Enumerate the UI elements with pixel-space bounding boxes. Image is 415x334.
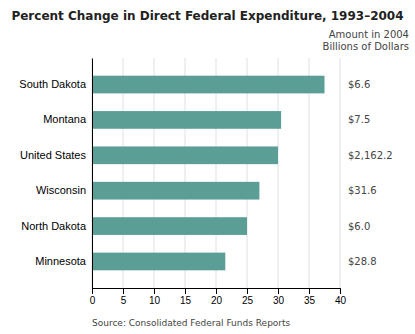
bar: [92, 182, 259, 200]
bar: [92, 76, 325, 94]
x-tick-label: 25: [242, 295, 254, 306]
amount-label: $6.0: [348, 221, 370, 232]
x-tick-label: 40: [335, 295, 347, 306]
x-tick-mark: [154, 288, 155, 294]
x-tick-label: 5: [121, 295, 127, 306]
x-tick: 35: [304, 288, 316, 306]
x-tick: 20: [211, 288, 223, 306]
y-tick: Montana: [43, 113, 92, 125]
x-tick-mark: [92, 288, 93, 294]
x-tick: 30: [273, 288, 285, 306]
amount-label: $7.5: [348, 114, 370, 125]
x-tick-mark: [309, 288, 310, 294]
grid: [92, 58, 340, 288]
amount-label: $6.6: [348, 79, 370, 90]
amount-header: Billions of Dollars: [323, 41, 409, 52]
chart: Percent Change in Direct Federal Expendi…: [0, 0, 415, 334]
y-tick-label: Wisconsin: [36, 184, 86, 196]
y-tick-label: Montana: [43, 113, 87, 125]
y-tick: South Dakota: [19, 78, 92, 90]
x-tick: 15: [180, 288, 192, 306]
x-tick-label: 10: [149, 295, 161, 306]
y-tick-label: South Dakota: [19, 78, 87, 90]
grid-line: [340, 58, 341, 288]
x-tick-mark: [185, 288, 186, 294]
bar: [92, 146, 278, 164]
x-tick-label: 30: [273, 295, 285, 306]
x-tick-mark: [340, 288, 341, 294]
amount-label: $28.8: [348, 256, 377, 267]
x-tick-mark: [278, 288, 279, 294]
y-axis-line: [92, 59, 93, 289]
bar: [92, 253, 225, 271]
y-tick-label: United States: [20, 149, 87, 161]
x-tick-mark: [247, 288, 248, 294]
x-tick: 25: [242, 288, 254, 306]
x-tick: 40: [335, 288, 347, 306]
x-tick-mark: [216, 288, 217, 294]
x-axis-line: [93, 289, 341, 295]
amount-label: $31.6: [348, 185, 377, 196]
x-tick: 0: [90, 288, 96, 306]
y-tick-label: Minnesota: [35, 255, 87, 267]
amount-header: Amount in 2004: [329, 29, 409, 40]
y-tick: Wisconsin: [36, 184, 92, 196]
plot: 0 5 10 15 20 25 30 35 40 South Dakota Montana Unite…: [19, 58, 392, 306]
y-tick: United States: [20, 149, 92, 161]
source: Source: Consolidated Federal Funds Repor…: [92, 318, 291, 328]
title: Percent Change in Direct Federal Expendi…: [11, 9, 403, 23]
amount-labels: $6.6 $7.5 $2,162.2 $31.6 $6.0 $28.8: [348, 79, 393, 267]
bar: [92, 111, 281, 129]
bar: [92, 217, 247, 235]
y-axis: South Dakota Montana United States Wisconsi…: [19, 59, 92, 289]
y-tick: North Dakota: [21, 220, 92, 232]
grid-line: [92, 58, 93, 288]
x-tick: 5: [121, 288, 127, 306]
x-tick-label: 15: [180, 295, 192, 306]
y-tick-label: North Dakota: [21, 220, 87, 232]
x-axis: 0 5 10 15 20 25 30 35 40: [90, 288, 347, 306]
y-tick: Minnesota: [35, 255, 92, 267]
x-tick-label: 0: [90, 295, 96, 306]
x-tick-mark: [123, 288, 124, 294]
amount-label: $2,162.2: [348, 150, 393, 161]
x-tick-label: 35: [304, 295, 316, 306]
x-tick-label: 20: [211, 295, 223, 306]
x-tick: 10: [149, 288, 161, 306]
bars: [92, 76, 325, 271]
